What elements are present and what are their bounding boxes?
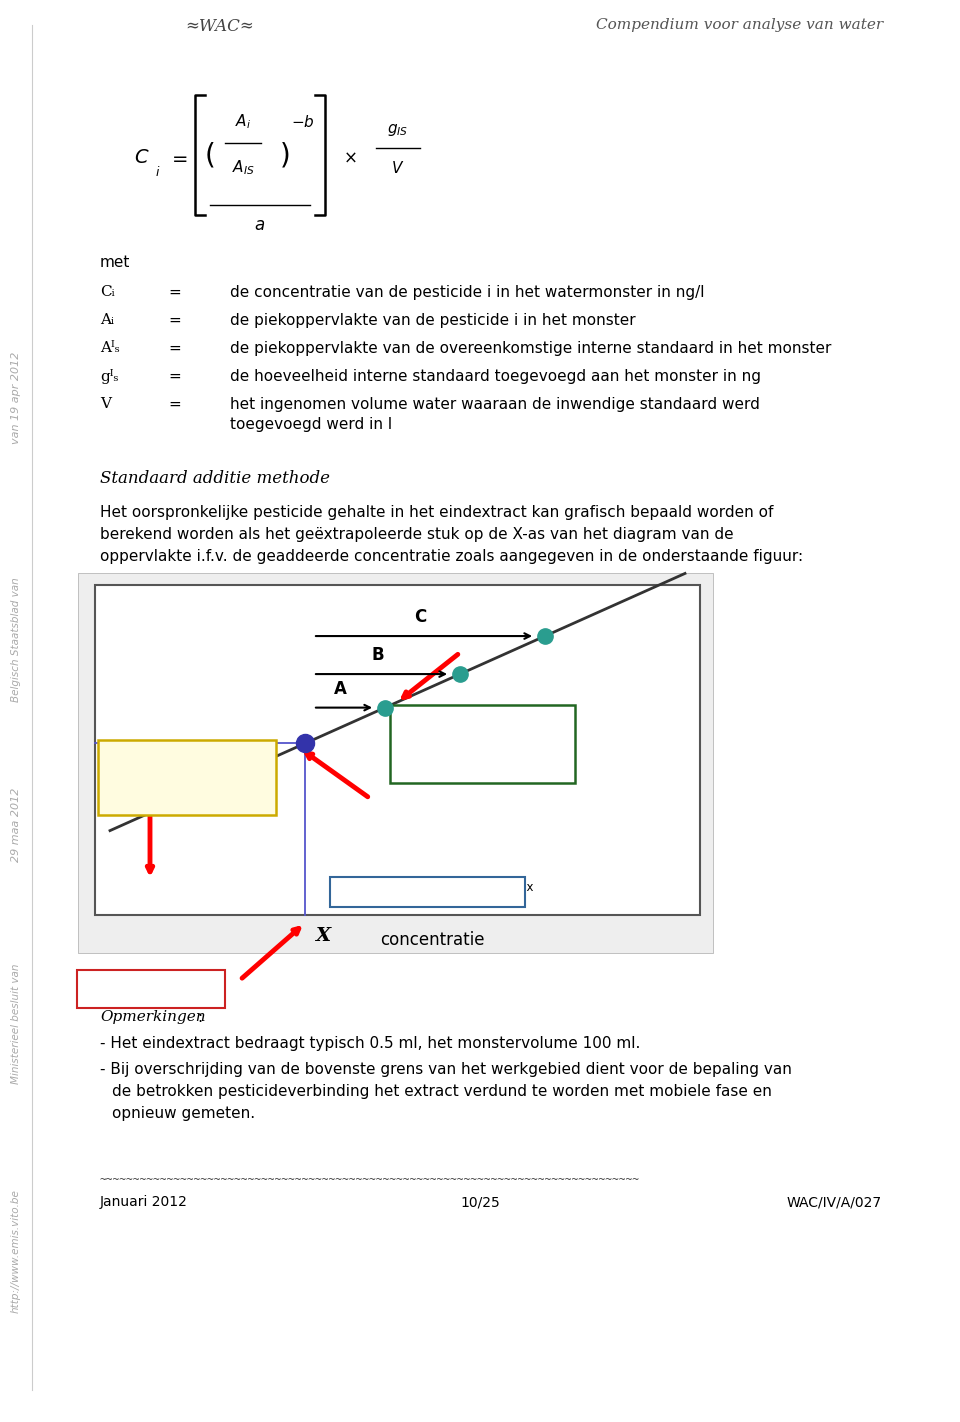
- Text: toegevoegd werd in l: toegevoegd werd in l: [230, 417, 392, 432]
- Text: $C$: $C$: [134, 149, 150, 166]
- Bar: [78, 573, 713, 953]
- Text: :: :: [197, 1010, 203, 1025]
- Text: de betrokken pesticideverbinding het extract verdund te worden met mobiele fase : de betrokken pesticideverbinding het ext…: [112, 1084, 772, 1099]
- Bar: [77, 970, 225, 1008]
- Text: $A_{IS}$: $A_{IS}$: [231, 159, 254, 178]
- Text: - Het eindextract bedraagt typisch 0.5 ml, het monstervolume 100 ml.: - Het eindextract bedraagt typisch 0.5 m…: [100, 1037, 640, 1051]
- Text: WAC/IV/A/027: WAC/IV/A/027: [787, 1194, 882, 1209]
- Text: $a$: $a$: [254, 218, 266, 235]
- Text: Ministerieel besluit van: Ministerieel besluit van: [11, 964, 21, 1084]
- Text: 10/25: 10/25: [460, 1194, 500, 1209]
- Text: Cᵢ: Cᵢ: [100, 284, 114, 299]
- Text: V: V: [100, 397, 111, 411]
- Text: 29 maa 2012: 29 maa 2012: [11, 788, 21, 862]
- Text: B: B: [372, 646, 384, 664]
- Text: Het oorspronkelijke pesticide gehalte in het eindextract kan grafisch bepaald wo: Het oorspronkelijke pesticide gehalte in…: [100, 505, 774, 520]
- Text: 2. Addeer aan het monster;
meet het signaal voor conc.
x+A, x+B, x+C: 2. Addeer aan het monster; meet het sign…: [396, 710, 561, 758]
- Text: =: =: [169, 313, 181, 328]
- Text: $\ )$: $\ )$: [270, 141, 289, 169]
- Text: http://www.emis.vito.be: http://www.emis.vito.be: [11, 1189, 21, 1314]
- Text: 4. Lees conc. x af
van kalibratiecurve: 4. Lees conc. x af van kalibratiecurve: [83, 974, 198, 1005]
- Text: $V$: $V$: [392, 161, 405, 176]
- Text: Aᴵₛ: Aᴵₛ: [100, 341, 120, 356]
- Bar: [330, 877, 525, 907]
- Text: de piekoppervlakte van de pesticide i in het monster: de piekoppervlakte van de pesticide i in…: [230, 313, 636, 328]
- Text: =: =: [169, 368, 181, 384]
- Text: ~~~~~~~~~~~~~~~~~~~~~~~~~~~~~~~~~~~~~~~~~~~~~~~~~~~~~~~~~~~~~~~~~~~~~~~~~~~~~~~~: ~~~~~~~~~~~~~~~~~~~~~~~~~~~~~~~~~~~~~~~~…: [100, 1175, 640, 1185]
- Text: Aᵢ: Aᵢ: [100, 313, 114, 327]
- Text: 3. Extrapoleer naar
signaal 0; dit komt overeen
met conc. 0: 3. Extrapoleer naar signaal 0; dit komt …: [104, 744, 266, 793]
- Text: $A_i$: $A_i$: [235, 112, 252, 131]
- Text: =: =: [169, 397, 181, 412]
- Bar: [390, 705, 575, 784]
- Text: Opmerkingen: Opmerkingen: [100, 1010, 205, 1024]
- Text: concentratie: concentratie: [380, 931, 485, 948]
- Text: de concentratie van de pesticide i in het watermonster in ng/l: de concentratie van de pesticide i in he…: [230, 284, 705, 300]
- Text: van 19 apr 2012: van 19 apr 2012: [11, 353, 21, 444]
- Text: Belgisch Staatsblad van: Belgisch Staatsblad van: [11, 577, 21, 702]
- Text: 1. Meet signaal bij concentratie x: 1. Meet signaal bij concentratie x: [336, 882, 534, 894]
- Text: =: =: [169, 341, 181, 356]
- Text: $=$: $=$: [168, 149, 188, 166]
- Text: oppervlakte i.f.v. de geaddeerde concentratie zoals aangegeven in de onderstaand: oppervlakte i.f.v. de geaddeerde concent…: [100, 549, 804, 565]
- Text: A: A: [333, 680, 347, 698]
- Text: =: =: [169, 284, 181, 300]
- Text: $- b$: $- b$: [291, 114, 315, 129]
- Text: Compendium voor analyse van water: Compendium voor analyse van water: [596, 18, 883, 33]
- Text: opnieuw gemeten.: opnieuw gemeten.: [112, 1106, 255, 1121]
- Text: $i$: $i$: [155, 165, 160, 179]
- Bar: [98, 739, 276, 815]
- Text: het ingenomen volume water waaraan de inwendige standaard werd: het ingenomen volume water waaraan de in…: [230, 397, 760, 412]
- Text: de piekoppervlakte van de overeenkomstige interne standaard in het monster: de piekoppervlakte van de overeenkomstig…: [230, 341, 831, 356]
- Text: $g_{IS}$: $g_{IS}$: [388, 122, 409, 138]
- Text: de hoeveelheid interne standaard toegevoegd aan het monster in ng: de hoeveelheid interne standaard toegevo…: [230, 368, 761, 384]
- Text: X: X: [315, 927, 330, 946]
- Bar: [95, 584, 700, 914]
- Text: - Bij overschrijding van de bovenste grens van het werkgebied dient voor de bepa: - Bij overschrijding van de bovenste gre…: [100, 1062, 792, 1076]
- Text: Januari 2012: Januari 2012: [100, 1194, 188, 1209]
- Text: $(\ $: $(\ $: [204, 141, 215, 169]
- Text: ≈WAC≈: ≈WAC≈: [185, 18, 254, 36]
- Text: C: C: [414, 609, 426, 626]
- Text: gᴵₛ: gᴵₛ: [100, 368, 119, 384]
- Text: Standaard additie methode: Standaard additie methode: [100, 471, 330, 486]
- Text: $\times$: $\times$: [343, 149, 357, 166]
- Text: met: met: [100, 255, 131, 270]
- Text: berekend worden als het geëxtrapoleerde stuk op de X-as van het diagram van de: berekend worden als het geëxtrapoleerde …: [100, 528, 733, 542]
